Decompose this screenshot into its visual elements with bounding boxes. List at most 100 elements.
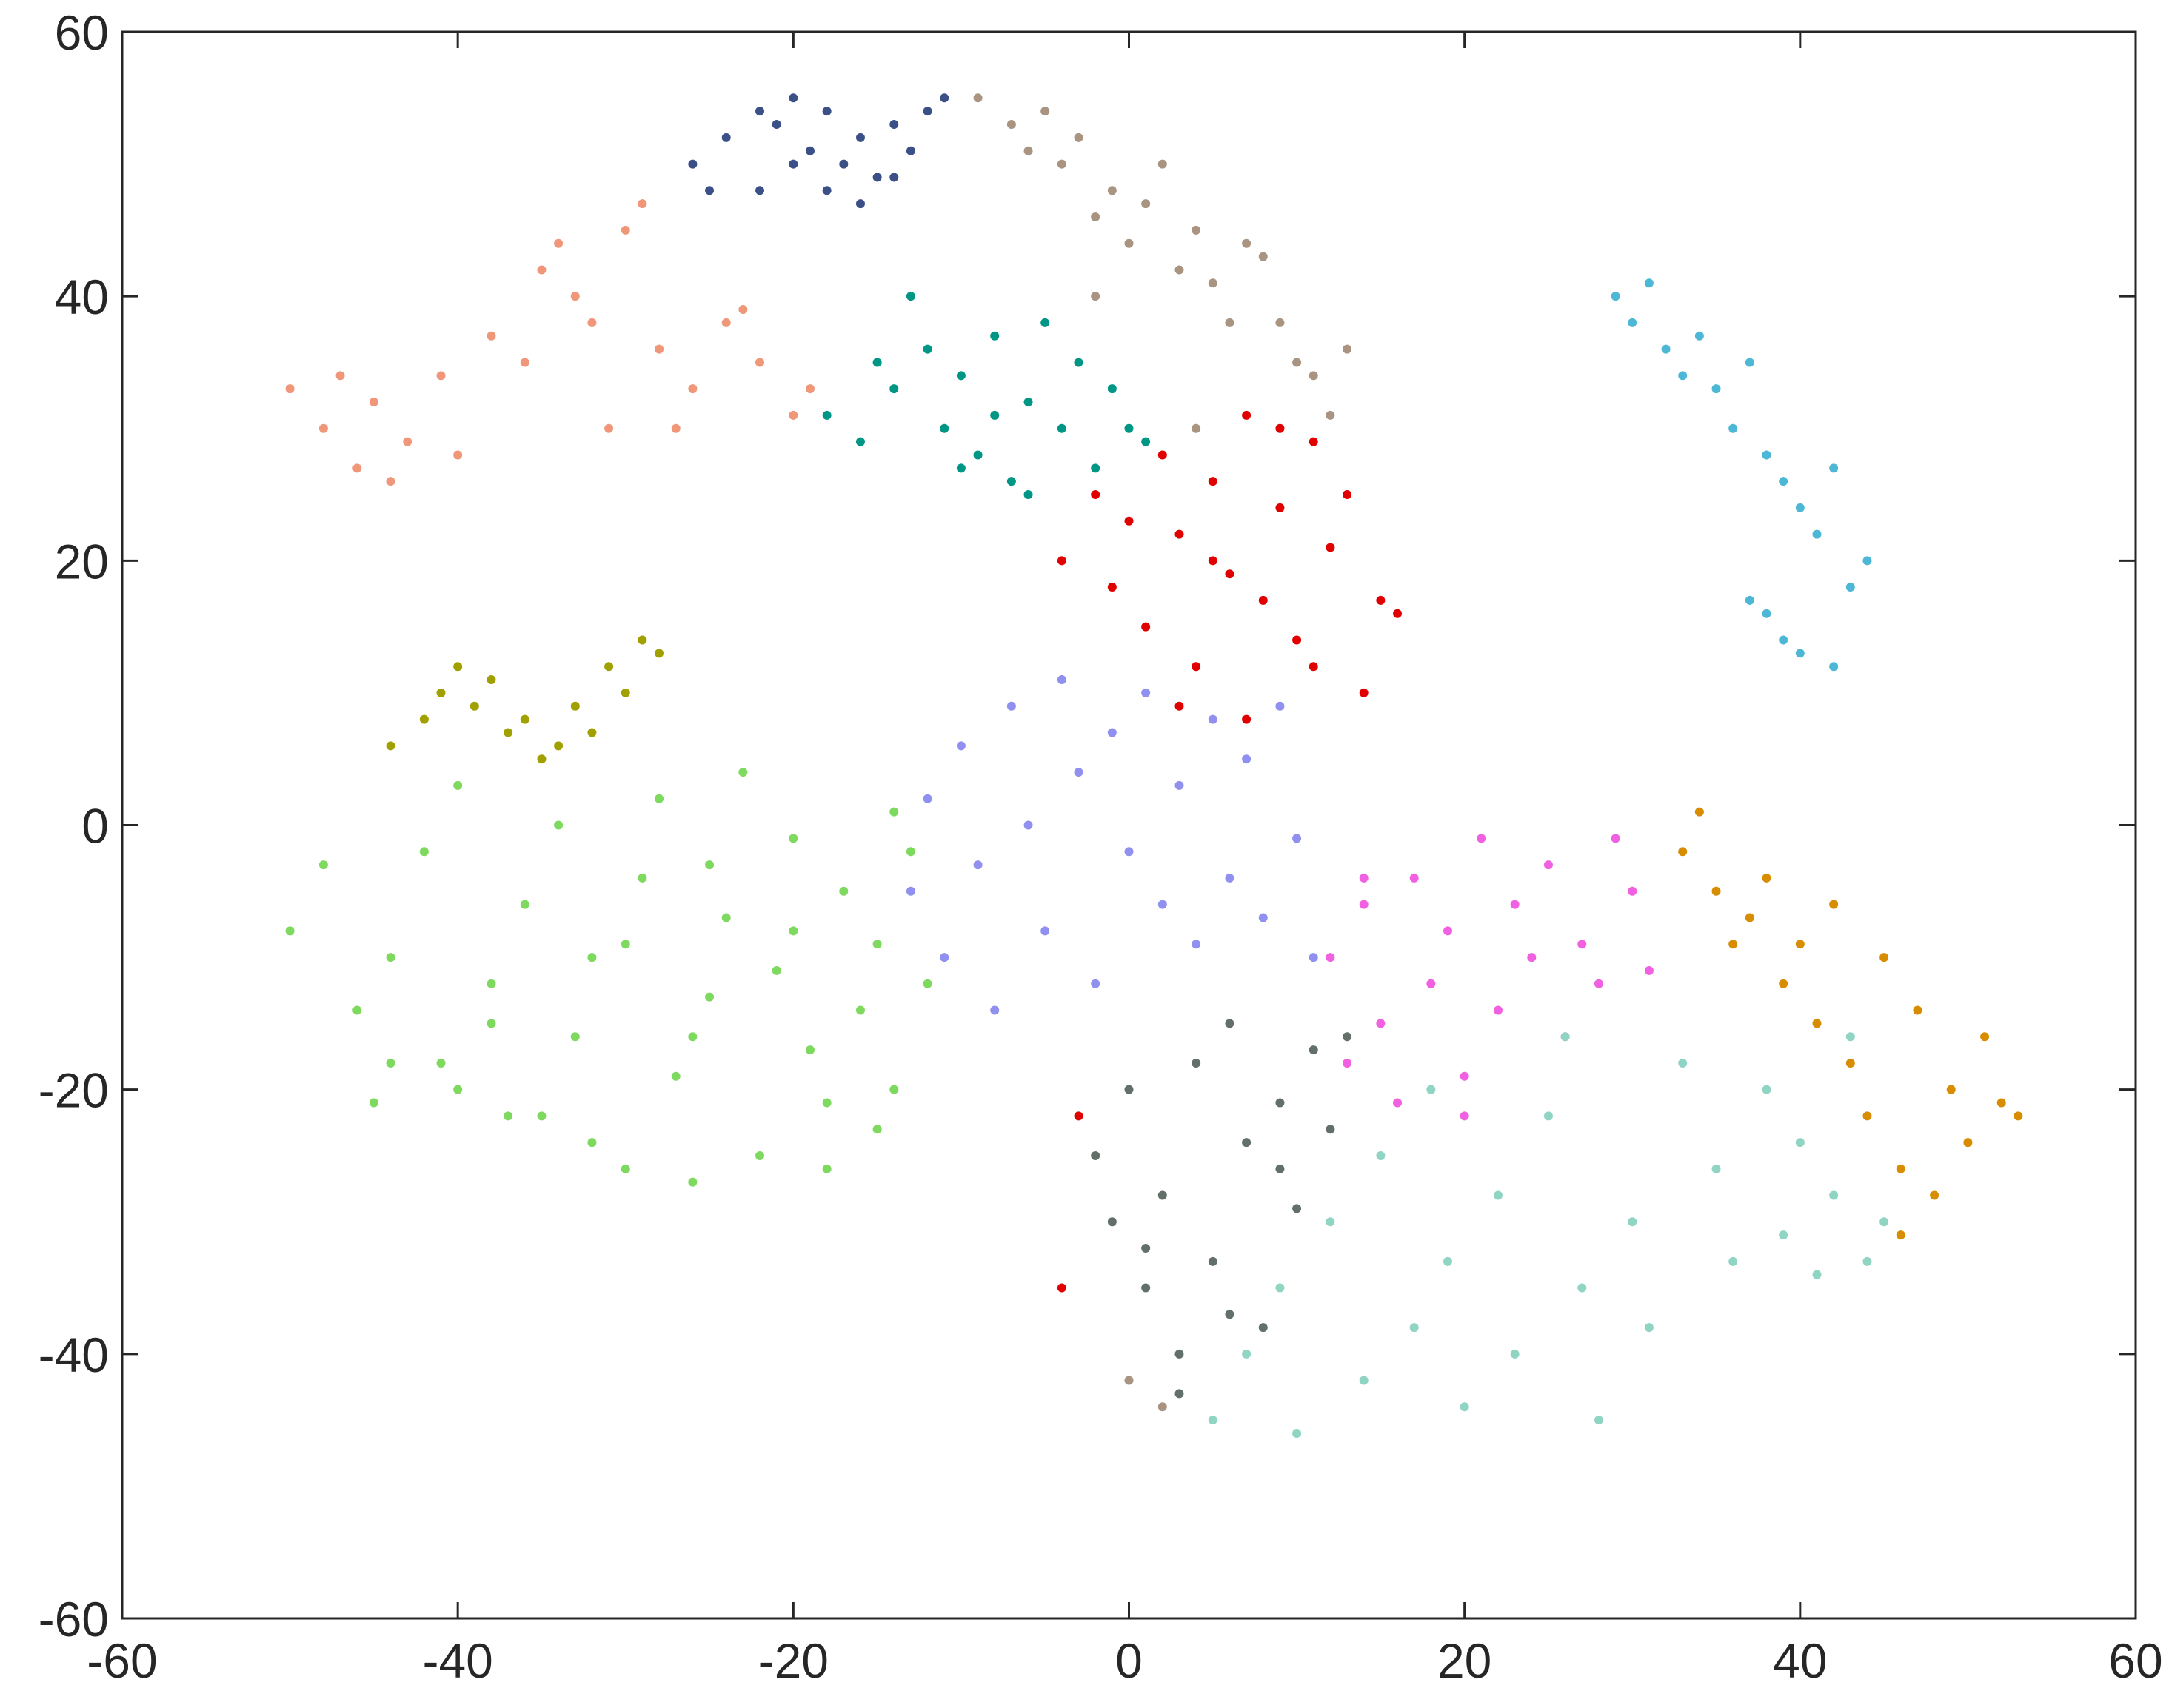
point bbox=[872, 173, 882, 182]
point bbox=[789, 93, 798, 103]
point bbox=[1409, 1323, 1419, 1333]
point bbox=[1426, 979, 1436, 988]
point bbox=[1174, 780, 1184, 790]
point bbox=[1091, 212, 1100, 222]
point bbox=[1611, 834, 1620, 843]
point bbox=[1510, 1349, 1520, 1359]
point bbox=[1040, 926, 1050, 936]
point bbox=[889, 384, 899, 394]
point bbox=[855, 199, 865, 209]
point bbox=[755, 107, 765, 116]
point bbox=[1023, 146, 1033, 155]
point bbox=[1040, 318, 1050, 327]
point bbox=[1728, 940, 1738, 949]
point bbox=[1393, 1098, 1403, 1108]
point bbox=[1174, 701, 1184, 711]
point bbox=[671, 1071, 681, 1081]
point bbox=[889, 120, 899, 130]
point bbox=[1258, 595, 1268, 605]
point bbox=[1611, 292, 1620, 301]
point bbox=[638, 635, 647, 645]
point bbox=[1006, 701, 1016, 711]
point bbox=[1225, 1019, 1234, 1028]
point bbox=[1124, 423, 1134, 433]
point bbox=[1242, 238, 1252, 248]
point bbox=[1477, 834, 1486, 843]
point bbox=[1779, 477, 1788, 486]
point bbox=[537, 265, 547, 275]
point bbox=[1745, 595, 1754, 605]
point bbox=[1762, 450, 1771, 460]
point bbox=[1326, 543, 1335, 552]
point bbox=[889, 173, 899, 182]
point bbox=[318, 423, 328, 433]
point bbox=[453, 450, 463, 460]
point bbox=[772, 120, 781, 130]
point bbox=[436, 371, 446, 381]
point bbox=[755, 1151, 765, 1160]
point bbox=[386, 741, 395, 751]
point bbox=[688, 384, 698, 394]
point bbox=[1812, 1019, 1822, 1028]
point bbox=[1745, 913, 1754, 922]
point bbox=[1074, 358, 1083, 367]
point bbox=[1779, 635, 1788, 645]
point bbox=[520, 900, 529, 909]
point bbox=[805, 146, 815, 155]
point bbox=[1426, 1085, 1436, 1094]
point bbox=[789, 834, 798, 843]
point bbox=[1157, 1190, 1167, 1200]
point bbox=[1845, 1058, 1855, 1068]
point bbox=[1141, 688, 1151, 697]
point bbox=[487, 1019, 496, 1028]
point bbox=[1543, 1111, 1553, 1121]
point bbox=[755, 358, 765, 367]
point bbox=[335, 371, 345, 381]
point bbox=[2014, 1111, 2023, 1121]
point bbox=[1845, 1032, 1855, 1042]
point bbox=[436, 1058, 446, 1068]
point bbox=[1343, 1058, 1352, 1068]
point bbox=[738, 305, 748, 315]
point bbox=[1326, 410, 1335, 420]
point bbox=[1057, 675, 1066, 685]
point bbox=[570, 701, 580, 711]
y-tick-label: -40 bbox=[39, 1327, 109, 1382]
point bbox=[1409, 873, 1419, 883]
point bbox=[1879, 953, 1889, 962]
point bbox=[1762, 1085, 1771, 1094]
y-tick-label: 60 bbox=[55, 5, 109, 60]
point bbox=[1711, 1164, 1721, 1173]
point bbox=[1980, 1032, 1990, 1042]
point bbox=[705, 992, 715, 1002]
point bbox=[1963, 1138, 1973, 1148]
point bbox=[1812, 529, 1822, 539]
point bbox=[453, 662, 463, 672]
point bbox=[940, 953, 949, 962]
point bbox=[537, 1111, 547, 1121]
point bbox=[1678, 371, 1688, 381]
point bbox=[386, 1058, 395, 1068]
point bbox=[889, 807, 899, 817]
point bbox=[1141, 1243, 1151, 1253]
point bbox=[369, 398, 378, 407]
point bbox=[990, 1005, 1000, 1015]
point bbox=[1057, 159, 1066, 169]
point bbox=[554, 741, 564, 751]
point bbox=[688, 1032, 698, 1042]
point bbox=[1527, 953, 1537, 962]
point bbox=[1644, 278, 1654, 288]
point bbox=[1913, 1005, 1922, 1015]
point bbox=[1762, 873, 1771, 883]
point bbox=[1242, 714, 1252, 724]
point bbox=[822, 186, 832, 195]
point bbox=[1343, 344, 1352, 354]
point bbox=[1157, 900, 1167, 909]
point bbox=[1292, 1204, 1302, 1213]
point bbox=[1510, 900, 1520, 909]
point bbox=[554, 820, 564, 830]
point bbox=[822, 1098, 832, 1108]
point bbox=[1091, 979, 1100, 988]
point bbox=[470, 701, 479, 711]
point bbox=[1930, 1190, 1939, 1200]
